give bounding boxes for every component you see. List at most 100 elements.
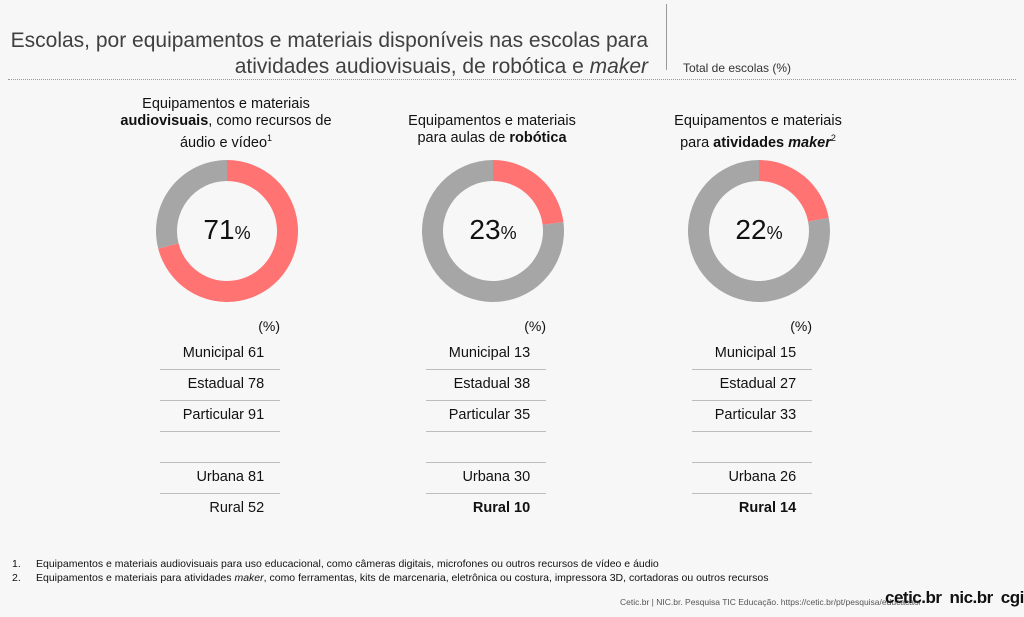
donut-slice-highlight xyxy=(759,160,829,222)
row-value: 81 xyxy=(248,469,265,485)
heading-bold: audiovisuais xyxy=(120,113,209,129)
footnote-number: 2. xyxy=(12,572,21,584)
table-row: Rural 52 xyxy=(160,493,280,524)
row-label: Estadual xyxy=(453,376,510,392)
donut-slice-highlight xyxy=(158,160,298,302)
row-label: Rural xyxy=(472,500,510,516)
panel-heading: Equipamentos e materiais audiovisuais, c… xyxy=(106,96,346,152)
footnote-text-suffix: , como ferramentas, kits de marcenaria, … xyxy=(263,572,769,584)
panel-heading: Equipamentos e materiais para aulas de r… xyxy=(372,113,612,147)
footer-logos: cetic.br nic.br cgi.br xyxy=(885,588,1024,608)
row-label: Rural xyxy=(738,500,776,516)
donut-slice-remainder xyxy=(156,160,227,249)
table-row-spacer xyxy=(692,431,812,463)
row-label: Municipal xyxy=(448,345,510,361)
heading-bold: atividades xyxy=(713,134,789,151)
row-value: 27 xyxy=(780,376,797,392)
table-row-spacer xyxy=(160,431,280,463)
table-row: Particular 91 xyxy=(160,400,280,432)
row-label: Urbana xyxy=(196,469,244,485)
table-unit: (%) xyxy=(790,318,812,334)
table-row: Urbana 81 xyxy=(160,462,280,494)
table-row: Municipal 61 xyxy=(160,338,280,370)
heading-bold: robótica xyxy=(509,130,567,146)
footnote-text-em: maker xyxy=(234,572,264,584)
row-value: 26 xyxy=(780,469,797,485)
heading-line-1: Equipamentos e materiais xyxy=(142,96,310,112)
donut-chart xyxy=(422,160,564,302)
donut-chart xyxy=(156,160,298,302)
table-row: Urbana 30 xyxy=(426,462,546,494)
chart-title: Escolas, por equipamentos e materiais di… xyxy=(0,28,648,80)
title-line-2-em: maker xyxy=(589,55,648,78)
row-value: 91 xyxy=(248,407,265,423)
row-label: Rural xyxy=(209,500,244,516)
heading-line-2: audiovisuais, como recursos de xyxy=(106,113,346,130)
total-label: Total de escolas (%) xyxy=(683,61,792,75)
heading-line-1: Equipamentos e materiais xyxy=(408,113,576,129)
donut-center-value: 22% xyxy=(688,212,830,251)
row-label: Municipal xyxy=(182,345,244,361)
heading-footnote-ref: 2 xyxy=(830,133,836,143)
table-row: Rural 10 xyxy=(426,493,546,524)
row-value: 78 xyxy=(248,376,265,392)
row-label: Municipal xyxy=(714,345,776,361)
donut-slice-remainder xyxy=(688,160,830,302)
row-label: Particular xyxy=(182,407,244,423)
percent-sign: % xyxy=(234,223,251,243)
table-row: Estadual 27 xyxy=(692,369,812,401)
row-value: 35 xyxy=(514,407,531,423)
row-value: 52 xyxy=(248,500,265,516)
panel-heading: Equipamentos e materiais para atividades… xyxy=(638,113,878,152)
donut-chart xyxy=(688,160,830,302)
heading-line-2: para atividades maker2 xyxy=(638,130,878,152)
footnote-text: Equipamentos e materiais audiovisuais pa… xyxy=(36,558,659,570)
row-value: 61 xyxy=(248,345,265,361)
table-row: Particular 33 xyxy=(692,400,812,432)
row-label: Urbana xyxy=(728,469,776,485)
donut-slice-highlight xyxy=(493,160,564,225)
table-row: Estadual 78 xyxy=(160,369,280,401)
footnote-number: 1. xyxy=(12,558,21,570)
heading-line-3: áudio e vídeo1 xyxy=(106,130,346,152)
dotted-separator xyxy=(8,79,1016,80)
table-row-spacer xyxy=(426,431,546,463)
heading-line-3-text: áudio e vídeo xyxy=(179,134,268,151)
logo-cgi: cgi.br xyxy=(1000,588,1024,607)
table-row: Municipal 13 xyxy=(426,338,546,370)
donut-slice-remainder xyxy=(422,160,564,302)
source-credit: Cetic.br | NIC.br. Pesquisa TIC Educação… xyxy=(620,597,922,607)
row-value: 15 xyxy=(780,345,797,361)
total-value: 22 xyxy=(735,214,767,245)
logo-cetic: cetic.br xyxy=(885,588,942,607)
heading-line-1: Equipamentos e materiais xyxy=(674,113,842,129)
table-row: Estadual 38 xyxy=(426,369,546,401)
row-label: Particular xyxy=(714,407,776,423)
row-value: 13 xyxy=(514,345,531,361)
table-unit: (%) xyxy=(524,318,546,334)
table-row: Municipal 15 xyxy=(692,338,812,370)
title-line-1: Escolas, por equipamentos e materiais di… xyxy=(10,29,648,52)
table-unit: (%) xyxy=(258,318,280,334)
row-label: Estadual xyxy=(719,376,776,392)
footnote-1: 1. Equipamentos e materiais audiovisuais … xyxy=(12,557,768,571)
heading-rest: para aulas de xyxy=(417,130,510,146)
heading-footnote-ref: 1 xyxy=(267,133,273,143)
row-value: 10 xyxy=(514,500,531,516)
percent-sign: % xyxy=(500,223,517,243)
heading-rest: para xyxy=(680,134,714,151)
percent-sign: % xyxy=(766,223,783,243)
total-value: 71 xyxy=(203,214,235,245)
donut-center-value: 23% xyxy=(422,212,564,251)
logo-nic: nic.br xyxy=(949,588,993,607)
row-label: Particular xyxy=(448,407,510,423)
row-value: 33 xyxy=(780,407,797,423)
row-value: 30 xyxy=(514,469,531,485)
heading-bold-em: maker xyxy=(788,134,831,151)
row-label: Urbana xyxy=(462,469,510,485)
row-value: 14 xyxy=(780,500,797,516)
footnote-text-prefix: Equipamentos e materiais para atividades xyxy=(36,572,235,584)
title-line-2: atividades audiovisuais, de robótica e m… xyxy=(0,54,648,80)
table-row: Particular 35 xyxy=(426,400,546,432)
donut-center-value: 71% xyxy=(156,212,298,251)
